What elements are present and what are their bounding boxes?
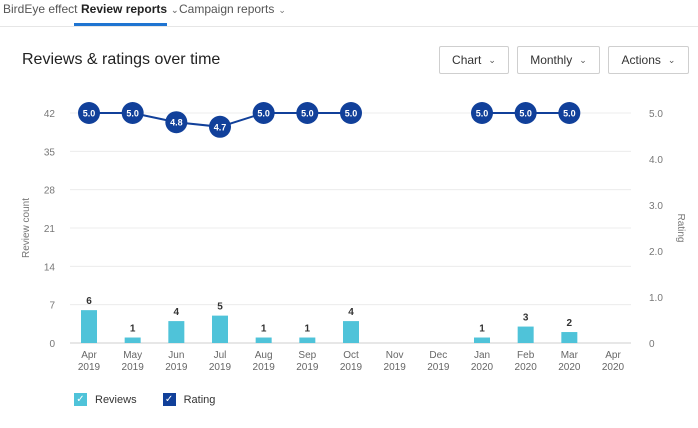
- bar-reviews: [299, 337, 316, 343]
- x-tick-label: May 2019: [122, 350, 145, 373]
- chart-legend: ✓ Reviews ✓ Rating: [74, 393, 241, 406]
- bar-data-label: 1: [130, 324, 136, 335]
- chevron-down-icon: ⌄: [667, 54, 676, 65]
- rating-point: [340, 102, 362, 124]
- x-tick-label: Jun 2019: [165, 350, 188, 373]
- bar-data-label: 1: [479, 324, 485, 335]
- bar-data-label: 3: [523, 313, 529, 324]
- x-tick-label: Dec 2019: [427, 350, 450, 373]
- report-nav: BirdEye effect Review reports ⌄ Campaign …: [0, 0, 698, 27]
- tab-review-reports[interactable]: Review reports ⌄: [81, 2, 179, 16]
- y2-tick-label: 5.0: [649, 109, 663, 120]
- y-tick-label: 7: [49, 301, 55, 312]
- chevron-down-icon: ⌄: [488, 54, 496, 65]
- x-tick-label: Jan 2020: [471, 350, 494, 373]
- bar-data-label: 5: [217, 302, 223, 313]
- chevron-down-icon: ⌄: [278, 5, 286, 15]
- bar-reviews: [255, 337, 272, 343]
- x-tick-label: Aug 2019: [253, 350, 276, 373]
- tab-campaign-reports[interactable]: Campaign reports ⌄: [179, 2, 286, 16]
- bar-reviews: [212, 315, 228, 343]
- y-tick-label: 28: [44, 186, 56, 197]
- bar-reviews: [517, 326, 534, 343]
- rating-data-label: 4.8: [170, 118, 183, 128]
- bar-reviews: [561, 332, 578, 343]
- rating-data-label: 4.7: [214, 122, 227, 132]
- y-tick-label: 21: [44, 224, 56, 235]
- period-label: Monthly: [530, 53, 573, 67]
- legend-label: Rating: [183, 393, 216, 406]
- rating-data-label: 5.0: [563, 109, 576, 119]
- y2-tick-label: 2.0: [649, 247, 663, 258]
- x-tick-label: Jul 2019: [209, 350, 232, 373]
- bar-data-label: 4: [348, 307, 354, 318]
- rating-data-label: 5.0: [257, 109, 270, 119]
- tab-label: Review reports: [81, 2, 168, 16]
- y-tick-label: 42: [44, 109, 56, 120]
- y2-axis-title: Rating: [675, 214, 686, 243]
- bar-reviews: [124, 337, 141, 343]
- period-dropdown[interactable]: Monthly ⌄: [517, 46, 600, 74]
- bar-data-label: 1: [305, 324, 311, 335]
- x-tick-label: Sep 2019: [296, 350, 319, 373]
- rating-point: [78, 102, 100, 124]
- y2-tick-label: 3.0: [649, 201, 663, 212]
- y2-tick-label: 1.0: [649, 293, 663, 304]
- y2-tick-label: 0: [649, 339, 655, 350]
- x-tick-label: Feb 2020: [515, 350, 538, 373]
- legend-item-reviews[interactable]: ✓ Reviews: [74, 393, 137, 406]
- tab-birdeye-effect[interactable]: BirdEye effect: [3, 2, 77, 16]
- x-tick-label: Apr 2019: [78, 350, 101, 373]
- rating-data-label: 5.0: [83, 109, 96, 119]
- bar-reviews: [168, 321, 185, 343]
- y-tick-label: 35: [44, 147, 56, 158]
- rating-point: [209, 115, 231, 138]
- rating-data-label: 5.0: [519, 109, 532, 119]
- bar-reviews: [81, 310, 97, 343]
- y-tick-label: 14: [44, 262, 56, 273]
- actions-dropdown[interactable]: Actions ⌄: [608, 46, 689, 74]
- rating-data-label: 5.0: [301, 109, 314, 119]
- y-tick-label: 0: [49, 339, 55, 350]
- rating-point: [514, 102, 537, 124]
- chevron-down-icon: ⌄: [171, 5, 179, 15]
- rating-point: [165, 111, 188, 134]
- chevron-down-icon: ⌄: [579, 54, 587, 65]
- actions-label: Actions: [621, 53, 661, 67]
- bar-data-label: 1: [261, 324, 267, 335]
- rating-point: [296, 102, 319, 124]
- checkbox-checked-icon[interactable]: ✓: [162, 393, 176, 406]
- rating-point: [558, 102, 581, 124]
- checkbox-checked-icon[interactable]: ✓: [74, 393, 87, 406]
- bar-reviews: [474, 337, 490, 343]
- rating-data-label: 5.0: [476, 109, 489, 119]
- bar-data-label: 2: [567, 318, 573, 329]
- x-tick-label: Oct 2019: [340, 350, 363, 373]
- rating-data-label: 5.0: [126, 109, 139, 119]
- tab-label: Campaign reports: [179, 2, 275, 16]
- rating-data-label: 5.0: [345, 109, 358, 119]
- y-axis-title: Review count: [21, 198, 32, 258]
- chart-type-dropdown[interactable]: Chart ⌄: [439, 46, 509, 74]
- legend-item-rating[interactable]: ✓ Rating: [162, 393, 216, 406]
- chart-type-label: Chart: [452, 53, 482, 67]
- page-title: Reviews & ratings over time: [22, 51, 221, 68]
- x-tick-label: Mar 2020: [558, 350, 581, 373]
- bar-reviews: [343, 321, 359, 343]
- legend-label: Reviews: [95, 393, 137, 406]
- rating-point: [121, 102, 144, 124]
- rating-point: [252, 102, 275, 124]
- x-tick-label: Apr 2020: [602, 350, 625, 373]
- rating-point: [471, 102, 493, 124]
- bar-data-label: 6: [86, 296, 92, 307]
- active-tab-indicator: [74, 23, 167, 26]
- bar-data-label: 4: [174, 307, 180, 318]
- y2-tick-label: 4.0: [649, 155, 663, 166]
- tab-label: BirdEye effect: [3, 2, 78, 16]
- x-tick-label: Nov 2019: [384, 350, 407, 373]
